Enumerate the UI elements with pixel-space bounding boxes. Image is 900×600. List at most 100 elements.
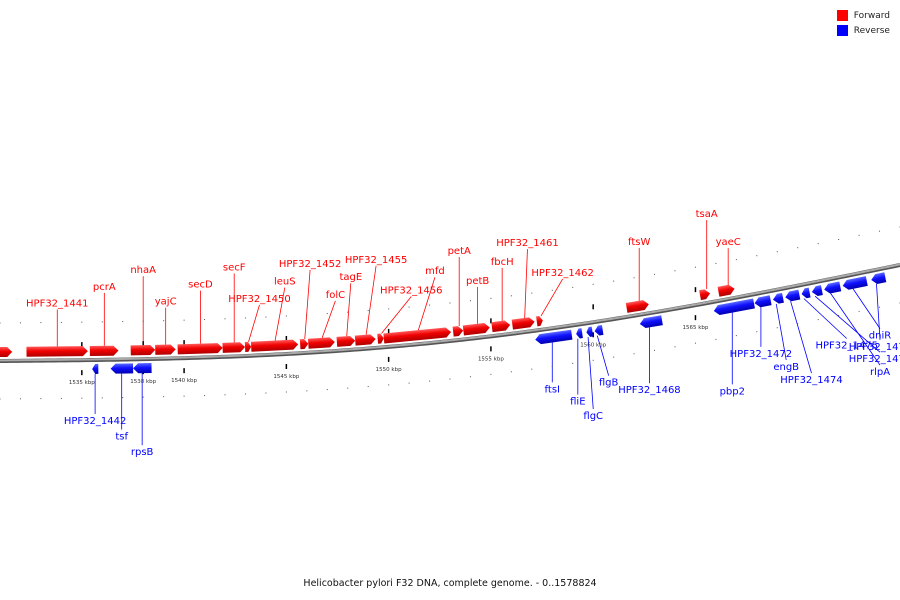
gene-label-pcra[interactable]: pcrA: [93, 282, 116, 293]
gene-label-folc[interactable]: folC: [326, 290, 345, 301]
gene-ftsi[interactable]: [535, 329, 573, 345]
gene-label-hpf32-1450[interactable]: HPF32_1450: [228, 294, 290, 305]
gene-label-hpf32-1442[interactable]: HPF32_1442: [64, 416, 126, 427]
gene-label-flgc[interactable]: flgC: [583, 411, 603, 422]
gene-label-leus[interactable]: leuS: [274, 277, 296, 288]
minor-tick: [838, 238, 840, 240]
gene-label-engb[interactable]: engB: [773, 362, 799, 373]
gene-label-flgb[interactable]: flgB: [599, 378, 619, 389]
gene-label-yajc[interactable]: yajC: [155, 297, 177, 308]
minor-tick: [449, 302, 451, 304]
tick-label: 1555 kbp: [478, 356, 504, 362]
minor-tick: [40, 322, 42, 324]
gene-secf[interactable]: [222, 342, 246, 353]
gene-label-hpf32-1472[interactable]: HPF32_1472: [730, 349, 792, 360]
gene-pcra[interactable]: [89, 345, 119, 357]
gene-label-hpf32-1452[interactable]: HPF32_1452: [279, 259, 341, 270]
gene-label-flie[interactable]: fliE: [570, 397, 585, 408]
gene-nhaa[interactable]: [130, 345, 156, 356]
gene-label-secf[interactable]: secF: [223, 262, 246, 273]
minor-tick: [715, 262, 717, 264]
gene-yajc[interactable]: [155, 344, 176, 355]
gene-tsaa[interactable]: [699, 288, 711, 301]
gene-label-pbp2[interactable]: pbp2: [720, 386, 745, 397]
minor-tick: [265, 392, 267, 394]
gene-secd[interactable]: [177, 343, 223, 355]
gene-hpf32-1452[interactable]: [299, 338, 309, 350]
gene-label-mfd[interactable]: mfd: [425, 266, 445, 277]
gene-hpf32-1441[interactable]: [26, 346, 88, 357]
gene-label-hpf32-1462[interactable]: HPF32_1462: [531, 268, 593, 279]
gene-label-yaec[interactable]: yaeC: [716, 237, 741, 248]
gene-tsf[interactable]: [110, 363, 134, 374]
gene-label-hpf32-1475[interactable]: HPF32_1475: [815, 340, 877, 351]
gene-yaec[interactable]: [717, 284, 736, 297]
gene-hpf32-1472[interactable]: [754, 295, 772, 308]
gene-label-fbch[interactable]: fbcH: [491, 257, 514, 268]
gene-label-hpf32-1479[interactable]: HPF32_1479: [849, 342, 900, 353]
gene-hpf32-1479[interactable]: [870, 272, 887, 285]
gene-pbp2[interactable]: [713, 298, 755, 316]
gene-label-hpf32-1456[interactable]: HPF32_1456: [380, 286, 442, 297]
gene-hpf32-1456[interactable]: [377, 333, 384, 344]
gene-label-tsf[interactable]: tsf: [115, 432, 128, 443]
gene-label-nhaa[interactable]: nhaA: [130, 265, 156, 276]
gene-rpsb[interactable]: [133, 362, 152, 374]
gene-label-tage[interactable]: tagE: [339, 272, 362, 283]
gene-label-hpf32-1468[interactable]: HPF32_1468: [618, 385, 680, 396]
gene-label-tsaa[interactable]: tsaA: [696, 209, 718, 220]
gene-label-ftsw[interactable]: ftsW: [628, 237, 650, 248]
gene-label-hpf32-1474[interactable]: HPF32_1474: [780, 375, 842, 386]
gene-fbch[interactable]: [491, 320, 511, 333]
gene-tage[interactable]: [336, 335, 356, 347]
gene-label-hpf32-1441[interactable]: HPF32_1441: [26, 298, 88, 309]
gene-flgb[interactable]: [594, 324, 604, 336]
minor-tick: [163, 320, 165, 322]
gene-label-rlpa[interactable]: rlpA: [870, 367, 890, 378]
leader-line: [814, 295, 881, 353]
minor-tick: [858, 310, 860, 312]
gene-leus[interactable]: [250, 339, 299, 352]
minor-tick: [204, 395, 206, 397]
gene-hpf32-1450[interactable]: [244, 341, 252, 352]
gene-mfd[interactable]: [383, 327, 452, 344]
minor-tick: [735, 335, 737, 337]
gene-feature[interactable]: [0, 346, 13, 358]
gene-hpf32-1476[interactable]: [811, 285, 823, 297]
minor-tick: [101, 397, 103, 399]
leader-line: [274, 287, 286, 341]
gene-hpf32-1474[interactable]: [784, 289, 801, 303]
gene-flgc[interactable]: [586, 326, 594, 338]
gene-flie[interactable]: [575, 328, 583, 339]
gene-folc[interactable]: [307, 337, 335, 349]
gene-label-rpsb[interactable]: rpsB: [131, 447, 154, 458]
gene-ftsw[interactable]: [625, 299, 650, 313]
minor-tick: [674, 270, 676, 272]
gene-dnir[interactable]: [842, 276, 868, 291]
gene-label-hpf32-1455[interactable]: HPF32_1455: [345, 255, 407, 266]
major-tick: [490, 318, 492, 324]
gene-peta[interactable]: [452, 326, 464, 337]
minor-tick: [510, 295, 512, 297]
tick-label: 1538 kbp: [130, 379, 156, 385]
gene-hpf32-1461[interactable]: [511, 317, 536, 330]
gene-hpf32-1455[interactable]: [354, 334, 376, 346]
gene-label-ftsi[interactable]: ftsI: [545, 384, 560, 395]
gene-label-secd[interactable]: secD: [188, 280, 213, 291]
gene-hpf32-1462[interactable]: [536, 316, 543, 327]
gene-petb[interactable]: [462, 322, 491, 336]
gene-hpf32-1442[interactable]: [92, 363, 99, 374]
minor-tick: [429, 304, 431, 306]
gene-label-hpf32-1476[interactable]: HPF32_1476: [849, 354, 900, 365]
leader-line: [852, 288, 881, 329]
minor-tick: [858, 234, 860, 236]
gene-hpf32-1475[interactable]: [801, 287, 811, 299]
gene-label-petb[interactable]: petB: [466, 276, 489, 287]
gene-engb[interactable]: [772, 292, 784, 305]
gene-label-hpf32-1461[interactable]: HPF32_1461: [496, 238, 558, 249]
gene-label-dnir[interactable]: dniR: [869, 331, 891, 342]
gene-label-peta[interactable]: petA: [448, 246, 471, 257]
gene-hpf32-1468[interactable]: [639, 315, 663, 329]
legend-forward: Forward: [836, 8, 890, 23]
gene-rlpa[interactable]: [823, 281, 842, 294]
